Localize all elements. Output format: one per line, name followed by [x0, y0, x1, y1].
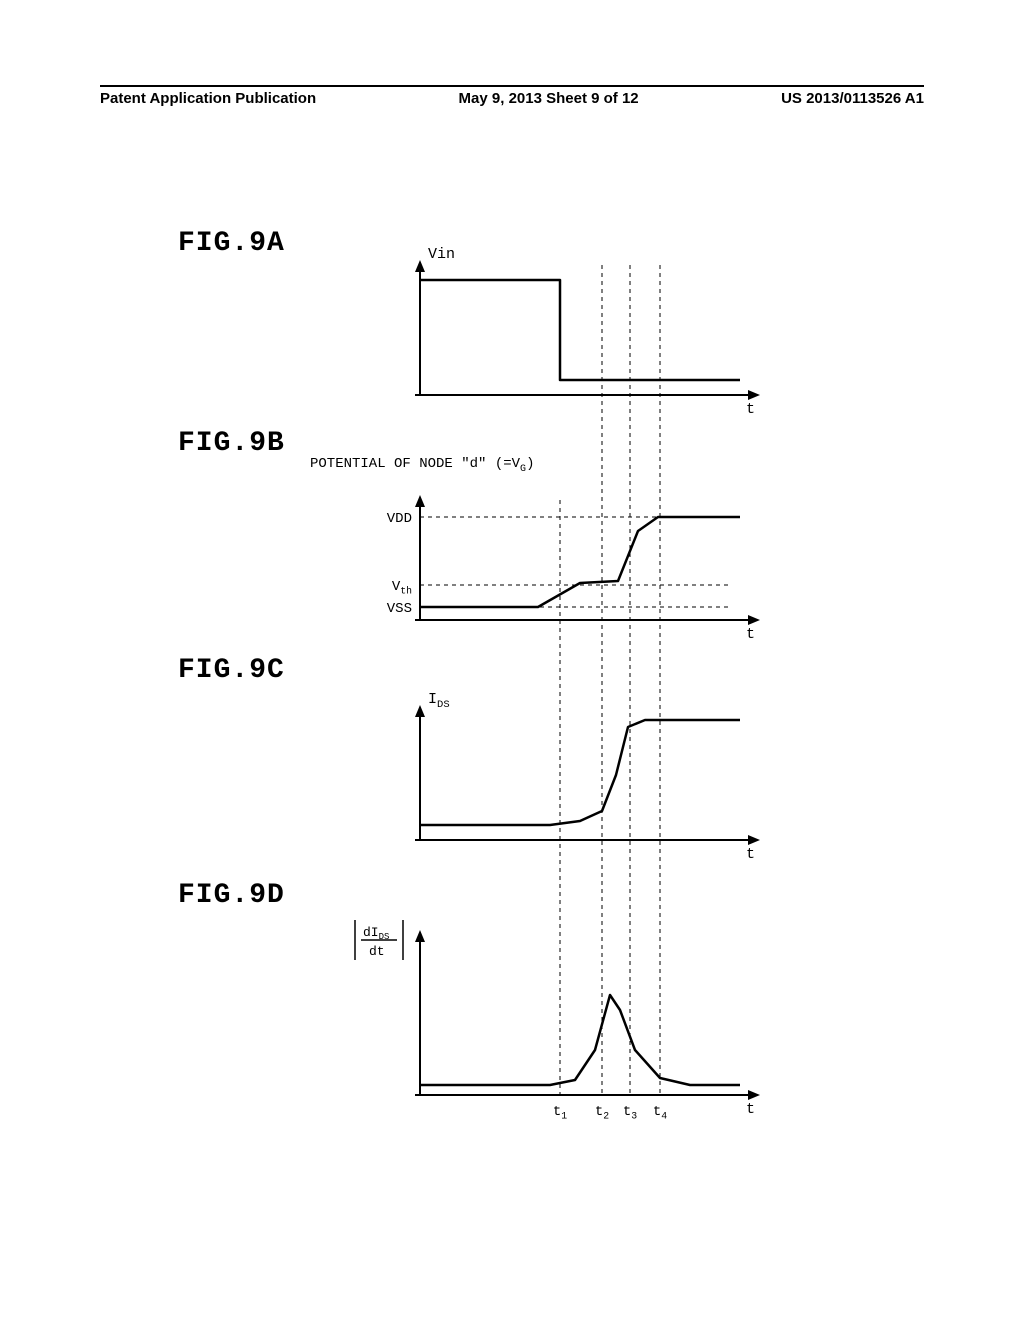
- header-right: US 2013/0113526 A1: [781, 90, 924, 107]
- svg-text:t1: t1: [553, 1104, 567, 1122]
- svg-text:IDS: IDS: [428, 691, 450, 711]
- svg-text:t4: t4: [653, 1104, 667, 1122]
- fig-d-label: FIG.9D: [178, 880, 285, 911]
- page-header: Patent Application Publication May 9, 20…: [100, 90, 924, 107]
- chart-b-svg: POTENTIAL OF NODE "d" (=VG)VDDVthVSSt: [400, 495, 760, 675]
- header-left: Patent Application Publication: [100, 90, 316, 107]
- svg-text:t: t: [746, 846, 755, 863]
- header-rule: [100, 85, 924, 87]
- svg-text:VSS: VSS: [387, 601, 412, 617]
- svg-text:dIDS: dIDS: [363, 925, 389, 942]
- svg-text:t: t: [746, 626, 755, 643]
- chart-b: POTENTIAL OF NODE "d" (=VG)VDDVthVSSt: [400, 495, 760, 675]
- svg-text:t3: t3: [623, 1104, 637, 1122]
- fig-a-label: FIG.9A: [178, 228, 285, 259]
- chart-d-svg: dIDSdttt1t2t3t4: [400, 930, 760, 1150]
- header-center: May 9, 2013 Sheet 9 of 12: [459, 90, 639, 107]
- svg-text:Vin: Vin: [428, 246, 455, 263]
- fig-c-label: FIG.9C: [178, 655, 285, 686]
- svg-text:POTENTIAL OF NODE "d" (=VG): POTENTIAL OF NODE "d" (=VG): [310, 456, 534, 475]
- svg-text:dt: dt: [369, 944, 385, 959]
- svg-text:t: t: [746, 1101, 755, 1118]
- svg-text:t: t: [746, 401, 755, 418]
- svg-text:Vth: Vth: [392, 579, 412, 597]
- chart-c-svg: IDSt: [400, 705, 760, 895]
- svg-text:VDD: VDD: [387, 511, 412, 527]
- chart-a: Vint: [400, 260, 760, 450]
- svg-text:t2: t2: [595, 1104, 609, 1122]
- chart-d: dIDSdttt1t2t3t4: [400, 930, 760, 1150]
- chart-a-svg: Vint: [400, 260, 760, 450]
- fig-b-label: FIG.9B: [178, 428, 285, 459]
- chart-c: IDSt: [400, 705, 760, 895]
